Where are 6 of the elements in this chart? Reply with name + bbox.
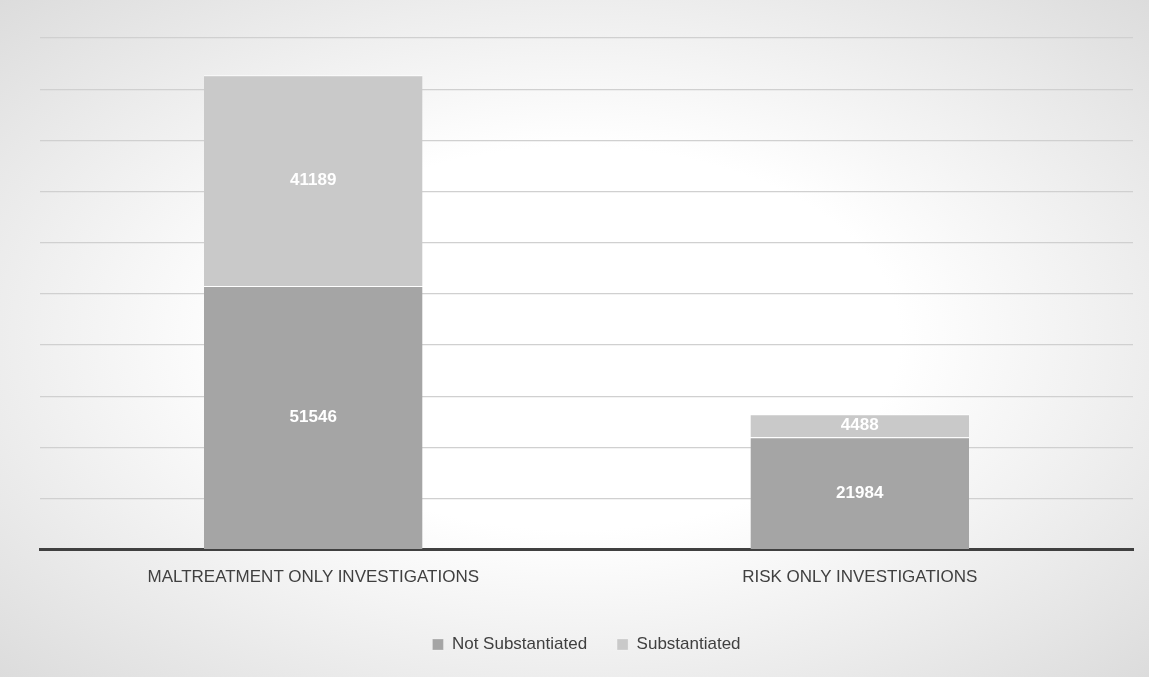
legend-label: Not Substantiated (451, 634, 588, 654)
data-label: 51546 (289, 407, 337, 427)
x-tick-label: RISK ONLY INVESTIGATIONS (742, 567, 978, 587)
data-label: 21984 (836, 482, 884, 502)
x-tick-label: MALTREATMENT ONLY INVESTIGATIONS (147, 567, 480, 587)
legend-label: Substantiated (636, 634, 741, 654)
